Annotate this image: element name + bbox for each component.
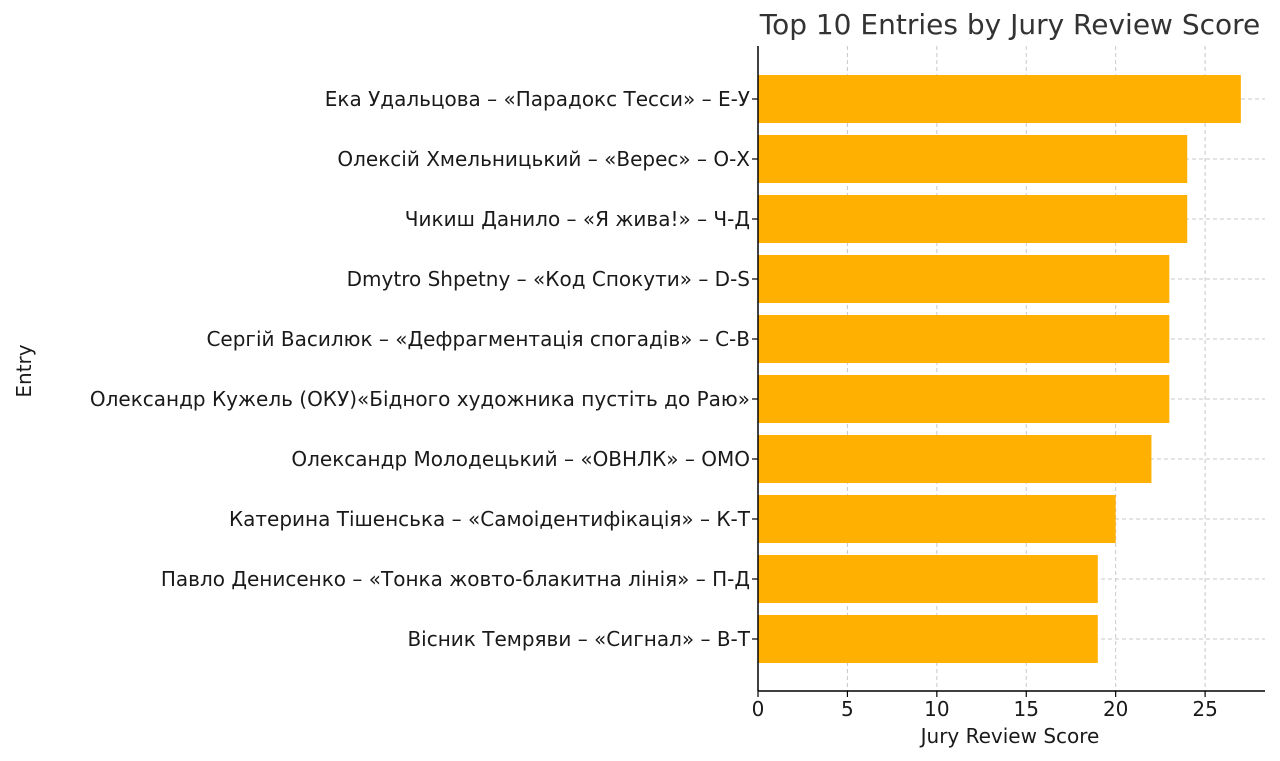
bar	[758, 615, 1098, 663]
bar	[758, 555, 1098, 603]
y-tick-label: Чикиш Данило – «Я жива!» – Ч-Д	[405, 207, 750, 231]
x-tick-label: 15	[1014, 697, 1039, 721]
x-tick-labels: 0 5 10 15 20 25	[752, 691, 1218, 721]
bar	[758, 495, 1116, 543]
bar	[758, 195, 1188, 243]
y-tick-label: Павло Денисенко – «Тонка жовто-блакитна …	[161, 567, 750, 591]
x-tick-label: 20	[1103, 697, 1128, 721]
y-tick-label: Катерина Тішенська – «Самоідентифікація»…	[229, 507, 751, 531]
y-tick-labels: Ека Удальцова – «Парадокс Тесси» – Е-У Ол…	[90, 87, 758, 651]
y-tick-label: Олексій Хмельницький – «Верес» – О-Х	[337, 147, 750, 171]
y-tick-label: Олександр Молодецький – «ОВНЛК» – ОМО	[291, 447, 750, 471]
bar	[758, 315, 1170, 363]
x-tick-label: 25	[1192, 697, 1217, 721]
y-tick-label: Сергій Василюк – «Дефрагментація спогаді…	[206, 327, 750, 351]
y-tick-label: Dmytro Shpetny – «Код Спокути» – D-S	[347, 267, 750, 291]
bars	[758, 75, 1241, 663]
bar	[758, 375, 1170, 423]
x-tick-label: 5	[841, 697, 854, 721]
x-axis-label: Jury Review Score	[919, 724, 1100, 748]
y-tick-label: Олександр Кужель (ОКУ)«Бідного художника…	[90, 387, 750, 411]
y-tick-label: Ека Удальцова – «Парадокс Тесси» – Е-У	[325, 87, 750, 111]
y-tick-label: Вісник Темряви – «Сигнал» – В-Т	[407, 627, 750, 651]
bar	[758, 75, 1241, 123]
bar	[758, 435, 1152, 483]
chart-title: Top 10 Entries by Jury Review Score	[759, 8, 1261, 41]
x-tick-label: 10	[924, 697, 949, 721]
x-tick-label: 0	[752, 697, 765, 721]
y-axis-label: Entry	[12, 344, 36, 397]
bar	[758, 135, 1188, 183]
bar	[758, 255, 1170, 303]
